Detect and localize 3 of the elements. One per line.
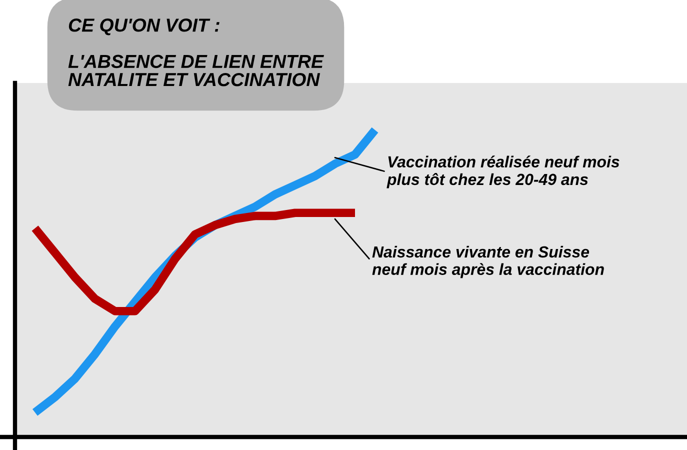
text: Naissance vivante en Suisse neuf mois après la vaccination [372,246,604,278]
series-label: Vaccination réalisée neuf mois plus tôt chez les 20-49 ans [386,156,620,188]
chart-title: CE QU'ON VOIT : L'ABSENCE DE LIEN ENTRE NATALITE ET VACCINATION [68,18,324,86]
